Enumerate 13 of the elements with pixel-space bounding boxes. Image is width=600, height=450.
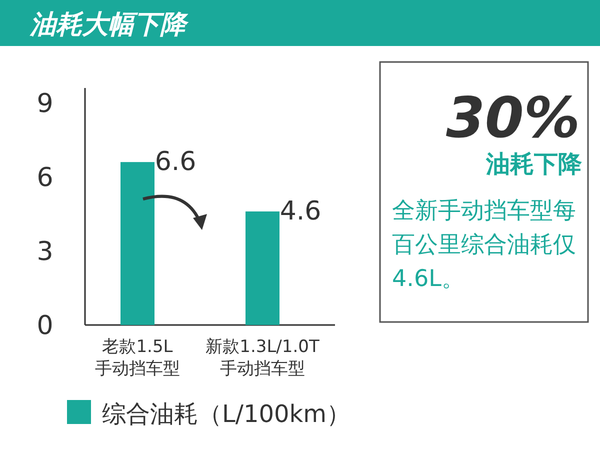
legend-label: 综合油耗（L/100km） — [102, 400, 351, 428]
y-tick-label: 9 — [36, 88, 54, 119]
y-tick-label: 3 — [36, 236, 54, 267]
text: 全新手动挡车型每百公里综合油耗仅4.6L。 — [392, 198, 576, 292]
x-tick-label: 老款1.5L 手动挡车型 — [95, 337, 180, 379]
x-tick-label: 新款1.3L/1.0T 手动挡车型 — [206, 337, 320, 379]
y-tick-label: 6 — [36, 162, 54, 193]
y-tick-label: 0 — [36, 311, 54, 341]
text: 油耗下降 — [485, 150, 583, 178]
chart-title: 油耗大幅下降 — [29, 10, 189, 40]
data-label: 4.6 — [280, 196, 322, 226]
text: 30% — [446, 86, 580, 151]
data-label: 6.6 — [154, 147, 196, 178]
